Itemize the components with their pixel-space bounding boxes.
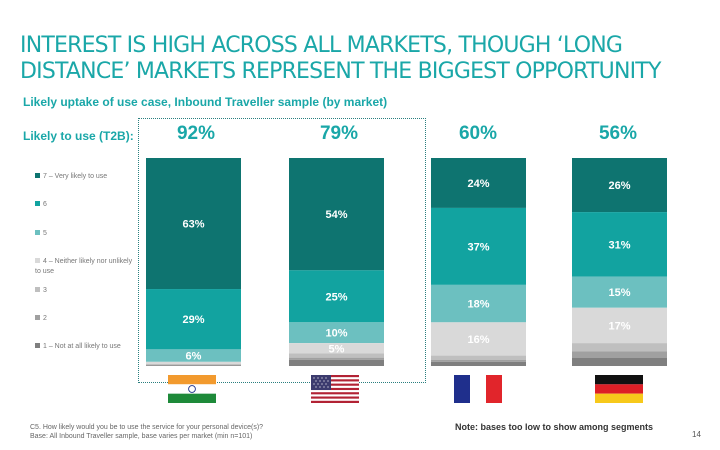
- bar-data-label: 6%: [186, 351, 202, 363]
- bar-segment: [431, 284, 526, 323]
- bar-data-label: 37%: [467, 241, 489, 253]
- slide-title: INTEREST IS HIGH ACROSS ALL MARKETS, THO…: [20, 33, 710, 85]
- bar-segment: [289, 343, 384, 354]
- bar-segment: [289, 359, 384, 366]
- bar-data-label: 54%: [325, 209, 347, 221]
- t2b-value-france: 60%: [458, 123, 498, 144]
- bar-data-label: 10%: [325, 328, 347, 340]
- t2b-value-usa: 79%: [319, 123, 359, 144]
- legend-swatch: [35, 173, 40, 178]
- legend-swatch: [35, 315, 40, 320]
- bar-data-label: 25%: [325, 291, 347, 303]
- france-flag-icon: [454, 375, 502, 403]
- india-flag-icon: [168, 375, 216, 403]
- legend-item: 3: [35, 286, 135, 296]
- title-line-1: INTEREST IS HIGH ACROSS ALL MARKETS, THO…: [20, 33, 623, 58]
- bar-data-label: 24%: [467, 178, 489, 190]
- legend-item: 7 – Very likely to use: [35, 172, 135, 182]
- legend-label: 4 – Neither likely nor unlikely to use: [35, 258, 133, 275]
- bar-segment: [431, 158, 526, 208]
- bar-segment: [431, 355, 526, 360]
- bar-data-label: 15%: [608, 287, 630, 299]
- legend-label: 1 – Not at all likely to use: [43, 343, 121, 350]
- footnote-base: Base: All Inbound Traveller sample, base…: [30, 433, 253, 440]
- footnote-question: C5. How likely would you be to use the s…: [30, 424, 264, 431]
- title-line-2: DISTANCE’ MARKETS REPRESENT THE BIGGEST …: [20, 59, 661, 84]
- bar-segment: [146, 363, 241, 365]
- bar-segment: [572, 351, 667, 358]
- bar-data-label: 5%: [329, 343, 345, 355]
- highlight-box: [138, 118, 426, 383]
- legend-item: 4 – Neither likely nor unlikely to use: [35, 257, 135, 277]
- legend-item: 6: [35, 200, 135, 210]
- bar-data-label: 31%: [608, 239, 630, 251]
- legend-swatch: [35, 343, 40, 348]
- bar-segment: [572, 158, 667, 213]
- bar-segment: [572, 343, 667, 352]
- bar-segment: [146, 158, 241, 290]
- legend-item: 5: [35, 229, 135, 239]
- legend-swatch: [35, 230, 40, 235]
- bar-segment: [431, 322, 526, 356]
- bar-segment: [572, 212, 667, 277]
- t2b-value-india: 92%: [176, 123, 216, 144]
- bar-segment: [431, 361, 526, 366]
- bar-segment: [146, 349, 241, 362]
- bar-segment: [289, 357, 384, 360]
- legend-item: 2: [35, 314, 135, 324]
- bar-segment: [289, 322, 384, 344]
- base-note: Note: bases too low to show among segmen…: [455, 422, 654, 432]
- bar-segment: [431, 359, 526, 362]
- legend-label: 5: [43, 230, 47, 237]
- footnote: C5. How likely would you be to use the s…: [30, 423, 263, 441]
- legend-label: 3: [43, 287, 47, 294]
- bar-segment: [572, 357, 667, 366]
- bar-segment: [146, 289, 241, 350]
- legend-label: 6: [43, 201, 47, 208]
- bar-data-label: 16%: [467, 334, 489, 346]
- legend-label: 2: [43, 315, 47, 322]
- legend-item: 1 – Not at all likely to use: [35, 342, 135, 352]
- bar-segment: [572, 276, 667, 308]
- t2b-label: Likely to use (T2B):: [23, 129, 134, 143]
- legend-swatch: [35, 287, 40, 292]
- bar-data-label: 63%: [182, 219, 204, 231]
- germany-flag-icon: [595, 375, 643, 403]
- bar-segment: [289, 353, 384, 358]
- legend-swatch: [35, 258, 40, 263]
- bar-segment: [431, 207, 526, 285]
- bar-segment: [289, 270, 384, 323]
- bar-data-label: 29%: [182, 314, 204, 326]
- bar-segment: [146, 361, 241, 364]
- t2b-value-germany: 56%: [598, 123, 638, 144]
- legend-label: 7 – Very likely to use: [43, 173, 108, 180]
- bar-data-label: 17%: [608, 320, 630, 332]
- bar-segment: [572, 307, 667, 344]
- bar-segment: [289, 158, 384, 271]
- bar-data-label: 26%: [608, 180, 630, 192]
- chart-subtitle: Likely uptake of use case, Inbound Trave…: [23, 95, 388, 109]
- bar-segment: [146, 364, 241, 366]
- page-number: 14: [692, 430, 701, 439]
- legend-swatch: [35, 201, 40, 206]
- usa-flag-icon: [311, 375, 359, 403]
- bar-data-label: 18%: [467, 299, 489, 311]
